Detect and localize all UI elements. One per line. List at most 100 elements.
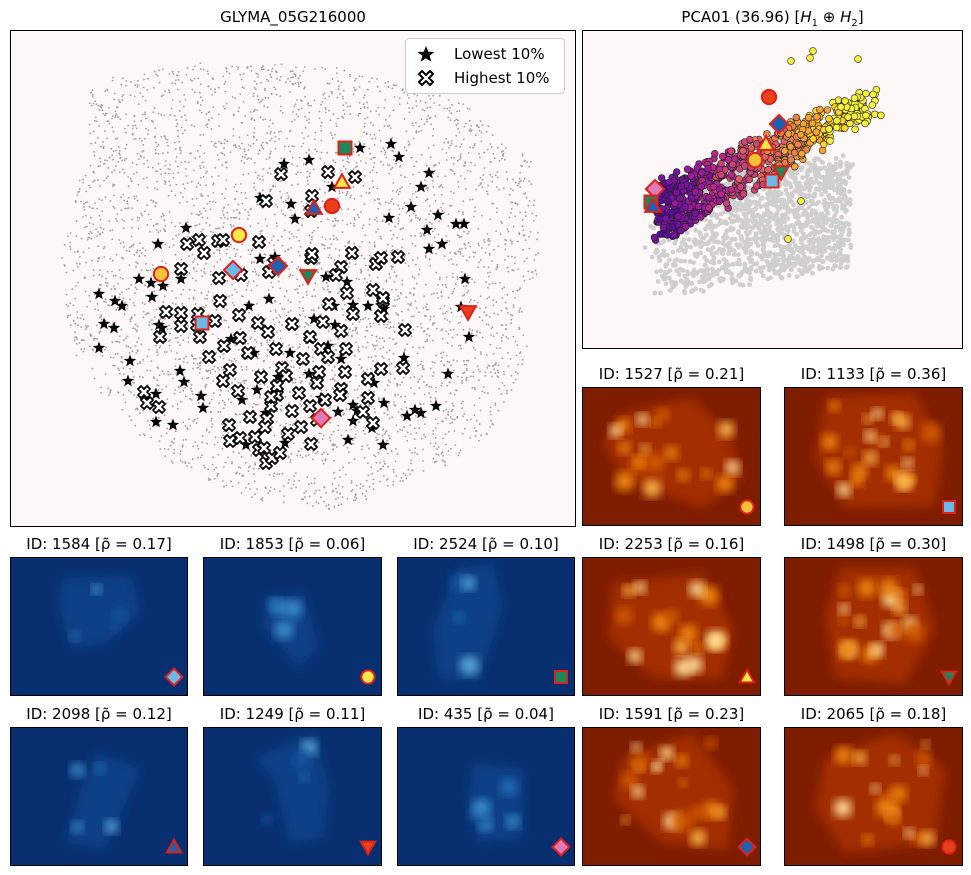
cell-dot bbox=[235, 190, 238, 193]
cell-dot bbox=[172, 320, 175, 323]
cell-dot bbox=[413, 438, 416, 441]
cell-dot bbox=[343, 69, 346, 72]
cell-dot bbox=[254, 462, 256, 464]
cell-dot bbox=[494, 404, 497, 407]
cell-dot bbox=[512, 381, 515, 384]
lowest-star bbox=[179, 221, 193, 234]
cell-dot bbox=[361, 227, 364, 230]
cell-dot bbox=[528, 165, 531, 168]
cell-dot bbox=[174, 160, 177, 163]
cell-dot bbox=[167, 194, 170, 197]
cell-dot bbox=[338, 290, 341, 293]
cell-dot bbox=[87, 325, 89, 327]
cell-dot bbox=[117, 146, 120, 148]
cell-dot bbox=[155, 152, 158, 155]
cell-dot bbox=[205, 113, 208, 115]
cell-dot bbox=[153, 107, 156, 110]
cell-dot bbox=[453, 288, 456, 290]
cell-dot bbox=[463, 242, 465, 245]
cell-dot bbox=[374, 348, 376, 350]
cell-dot bbox=[346, 223, 349, 226]
cell-dot bbox=[423, 330, 426, 332]
cell-dot bbox=[489, 410, 492, 413]
pca-point bbox=[670, 249, 676, 255]
cell-dot bbox=[168, 211, 171, 214]
cell-dot bbox=[222, 75, 225, 78]
cell-dot bbox=[312, 505, 314, 507]
cell-dot bbox=[505, 324, 508, 326]
cell-dot bbox=[333, 380, 336, 382]
cell-dot bbox=[391, 198, 393, 201]
cell-dot bbox=[381, 337, 384, 339]
cell-dot bbox=[498, 188, 500, 191]
cell-dot bbox=[432, 375, 435, 377]
cell-dot bbox=[342, 95, 344, 98]
pca-point bbox=[676, 272, 682, 277]
cell-dot bbox=[365, 162, 367, 164]
cell-dot bbox=[424, 340, 427, 343]
cell-dot bbox=[391, 245, 394, 248]
cell-dot bbox=[256, 109, 258, 111]
lowest-star bbox=[194, 389, 208, 402]
cell-dot bbox=[409, 449, 411, 452]
cell-dot bbox=[147, 419, 149, 422]
cell-dot bbox=[490, 375, 493, 378]
cell-dot bbox=[100, 386, 102, 389]
cell-dot bbox=[375, 335, 378, 338]
cell-dot bbox=[143, 434, 146, 437]
highest-cross bbox=[223, 434, 237, 448]
cell-dot bbox=[297, 229, 300, 232]
cell-dot bbox=[135, 251, 138, 254]
cell-dot bbox=[418, 268, 421, 271]
cell-dot bbox=[202, 166, 205, 168]
cell-dot bbox=[268, 473, 271, 476]
cell-dot bbox=[179, 148, 181, 150]
cell-dot bbox=[373, 133, 376, 136]
cell-dot bbox=[123, 313, 126, 316]
cell-dot bbox=[340, 208, 343, 211]
cell-dot bbox=[132, 302, 135, 304]
cell-dot bbox=[304, 369, 306, 371]
cell-dot bbox=[434, 240, 437, 243]
cell-dot bbox=[318, 110, 321, 113]
cell-dot bbox=[497, 313, 499, 316]
legend: Lowest 10% Highest 10% bbox=[405, 38, 565, 94]
cell-dot bbox=[454, 283, 457, 285]
cell-dot bbox=[85, 325, 87, 327]
cell-dot bbox=[204, 272, 207, 275]
cell-dot bbox=[470, 125, 473, 127]
cell-dot bbox=[173, 452, 176, 455]
highest-cross bbox=[137, 385, 151, 399]
cell-dot bbox=[201, 275, 204, 277]
cell-dot bbox=[260, 229, 263, 232]
cell-dot bbox=[473, 299, 476, 302]
cell-dot bbox=[197, 182, 200, 185]
cell-dot bbox=[143, 73, 146, 76]
cell-dot bbox=[99, 165, 101, 167]
cell-dot bbox=[85, 326, 88, 329]
cell-dot bbox=[168, 344, 171, 347]
cell-dot bbox=[292, 346, 294, 348]
cell-dot bbox=[433, 361, 436, 364]
cell-dot bbox=[313, 482, 316, 485]
cell-dot bbox=[98, 109, 101, 112]
cell-dot bbox=[327, 271, 330, 273]
highest-cross bbox=[366, 416, 380, 430]
cell-dot bbox=[300, 200, 303, 203]
cell-dot bbox=[104, 114, 106, 117]
cell-dot bbox=[270, 137, 273, 140]
cell-dot bbox=[219, 411, 222, 413]
cell-dot bbox=[194, 91, 196, 94]
cell-dot bbox=[398, 103, 401, 105]
cell-dot bbox=[122, 77, 124, 80]
cell-dot bbox=[171, 290, 174, 292]
cell-dot bbox=[487, 286, 489, 289]
cell-dot bbox=[373, 218, 376, 221]
cell-dot bbox=[162, 373, 165, 375]
cell-dot bbox=[305, 119, 308, 122]
cell-dot bbox=[120, 328, 123, 331]
cell-dot bbox=[115, 218, 117, 220]
cell-dot bbox=[371, 472, 374, 475]
cell-dot bbox=[302, 373, 305, 376]
cell-dot bbox=[207, 85, 210, 88]
